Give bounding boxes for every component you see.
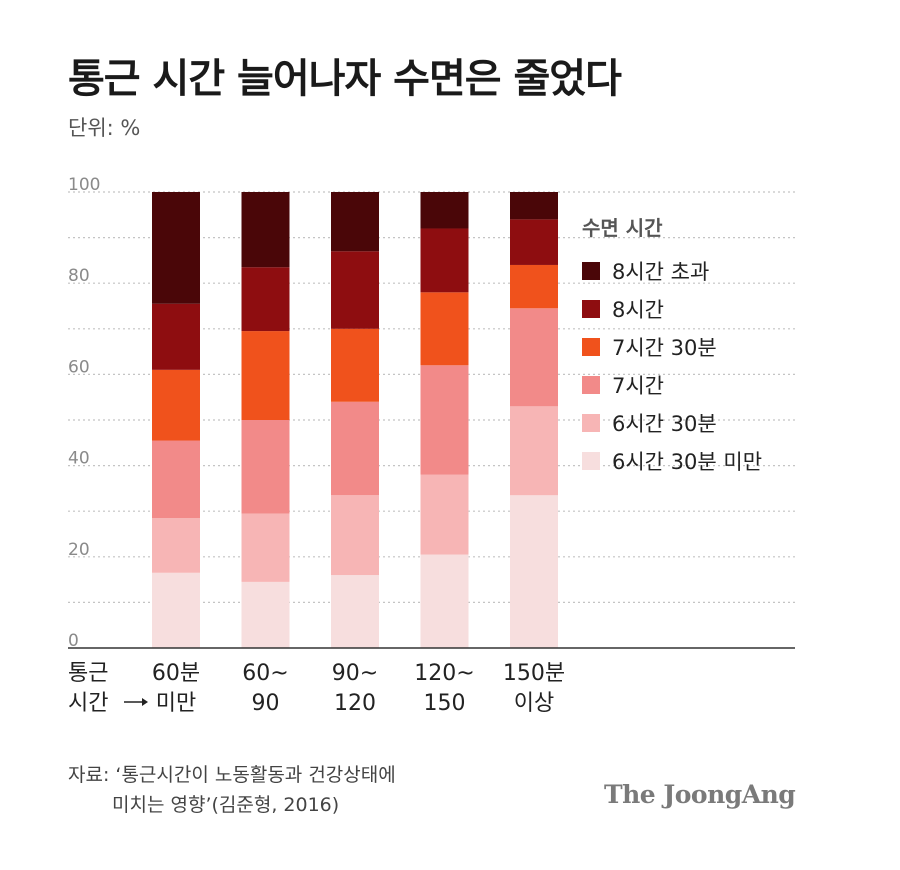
legend-title: 수면 시간: [582, 216, 663, 240]
legend-swatch: [582, 300, 600, 318]
legend-label: 6시간 30분 미만: [612, 450, 763, 474]
bar-segment: [152, 303, 200, 370]
y-tick-label: 20: [68, 540, 90, 560]
legend-label: 8시간 초과: [612, 260, 710, 284]
y-tick-label: 60: [68, 357, 90, 377]
legend-label: 7시간 30분: [612, 336, 717, 360]
legend-label: 7시간: [612, 374, 665, 398]
legend-swatch: [582, 376, 600, 394]
legend-label: 6시간 30분: [612, 412, 717, 436]
legend-items: 8시간 초과 8시간 7시간 30분 7시간 6시간 30분 6시간 30분 미만: [582, 259, 763, 474]
y-tick-label: 40: [68, 449, 90, 469]
x-tick-label: 미만: [156, 691, 196, 716]
x-tick-label: 이상: [514, 691, 554, 716]
bar-segment: [510, 308, 558, 407]
y-tick-label: 80: [68, 266, 90, 286]
legend-swatch: [582, 338, 600, 356]
x-tick-label: 60분: [152, 661, 200, 686]
bar-segment: [420, 292, 469, 366]
bar-segment: [420, 228, 469, 293]
bar-segment: [241, 267, 290, 332]
bar-segment: [152, 369, 200, 441]
x-tick-label: 150분: [503, 661, 565, 686]
y-tick-label: 100: [68, 175, 100, 195]
bar-segment: [152, 440, 200, 519]
bar-segment: [241, 581, 290, 648]
brand-logo: The JoongAng: [604, 780, 796, 809]
source-line-1: 자료: ‘통근시간이 노동활동과 건강상태에: [68, 764, 396, 786]
legend-label: 8시간: [612, 298, 665, 322]
x-axis-title: 통근: [68, 661, 108, 686]
bar-segment: [152, 192, 200, 304]
bar-segment: [152, 572, 200, 648]
legend: 수면 시간 8시간 초과 8시간 7시간 30분 7시간 6시간 30분 6시간 30분 …: [582, 212, 762, 487]
bar-segment: [331, 495, 379, 576]
bar-segment: [331, 251, 379, 329]
bar-segment: [510, 495, 558, 648]
y-tick-label: 0: [68, 631, 79, 651]
x-tick-label: 90: [252, 691, 280, 716]
bar-segment: [331, 575, 379, 648]
bar-segment: [241, 513, 290, 582]
source-note: 자료: ‘통근시간이 노동활동과 건강상태에 미치는 영향’(김준형, 2016…: [68, 760, 396, 820]
bar-segment: [241, 420, 290, 514]
bar-segment: [510, 192, 558, 220]
x-tick-label: 120: [334, 691, 376, 716]
x-axis-arrow-icon: [142, 698, 148, 706]
legend-item: 8시간: [582, 297, 762, 322]
bar-segment: [510, 406, 558, 496]
legend-item: 8시간 초과: [582, 259, 762, 284]
legend-item: 6시간 30분 미만: [582, 449, 763, 474]
bar-segment: [331, 401, 379, 496]
x-tick-label: 90~: [332, 661, 378, 686]
chart-title: 통근 시간 늘어나자 수면은 줄었다: [68, 56, 622, 102]
bar-segment: [510, 219, 558, 265]
bar-segment: [241, 192, 290, 268]
bars: [152, 192, 558, 648]
legend-item: 6시간 30분: [582, 411, 762, 436]
x-tick-label: 120~: [414, 661, 474, 686]
legend-swatch: [582, 262, 600, 280]
x-axis-title: 시간: [68, 691, 108, 716]
legend-item: 7시간 30분: [582, 335, 762, 360]
source-line-2: 미치는 영향’(김준형, 2016): [112, 794, 340, 816]
x-tick-label: 150: [424, 691, 466, 716]
legend-item: 7시간: [582, 373, 762, 398]
bar-segment: [420, 365, 469, 475]
bar-segment: [241, 331, 290, 420]
legend-swatch: [582, 414, 600, 432]
bar-segment: [420, 554, 469, 648]
bar-segment: [420, 192, 469, 229]
bar-segment: [152, 518, 200, 573]
unit-label: 단위: %: [68, 116, 141, 140]
legend-swatch: [582, 452, 600, 470]
x-tick-label: 60~: [242, 661, 288, 686]
bar-segment: [510, 264, 558, 309]
bar-segment: [420, 474, 469, 555]
bar-segment: [331, 192, 379, 252]
bar-segment: [331, 328, 379, 402]
